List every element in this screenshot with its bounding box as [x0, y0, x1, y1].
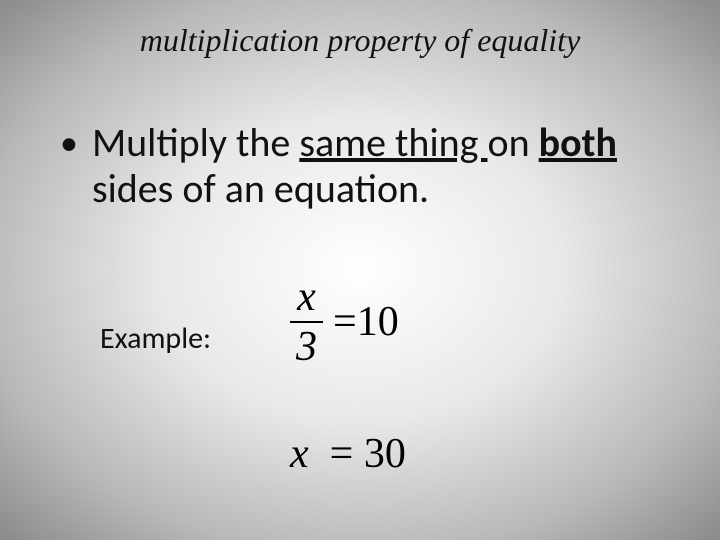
equation-1: x 3 =10: [290, 275, 399, 369]
equation-1-rest: =10: [333, 298, 399, 346]
bullet-seg2-underlined: same thing: [299, 118, 487, 167]
equation-1-numerator: x: [291, 275, 322, 319]
equation-2-rhs: 30: [364, 431, 406, 477]
equation-2-lhs: x: [290, 431, 309, 477]
equation-2-eq-sym: =: [330, 431, 354, 477]
bullet-text: Multiply the same thing on both sides of…: [92, 120, 670, 212]
equation-1-fraction-bar: [290, 321, 323, 323]
bullet-seg1: Multiply the: [92, 118, 299, 167]
bullet-seg4-bold-underlined: both: [539, 118, 617, 167]
equation-1-rhs: 10: [357, 299, 399, 345]
slide-title: multiplication property of equality: [0, 22, 720, 59]
bullet-row: • Multiply the same thing on both sides …: [60, 120, 670, 212]
equation-2-equals: [319, 431, 330, 477]
equation-1-fraction: x 3: [290, 275, 323, 369]
example-label: Example:: [100, 320, 211, 357]
bullet-block: • Multiply the same thing on both sides …: [60, 120, 670, 212]
bullet-dot-icon: •: [60, 120, 78, 166]
equation-2: x = 30: [290, 430, 406, 478]
slide: multiplication property of equality • Mu…: [0, 0, 720, 540]
equation-1-denominator: 3: [290, 325, 323, 369]
bullet-seg5: sides of an equation.: [92, 164, 429, 213]
equation-1-equals: =: [333, 299, 357, 345]
bullet-seg3: on: [488, 118, 539, 167]
